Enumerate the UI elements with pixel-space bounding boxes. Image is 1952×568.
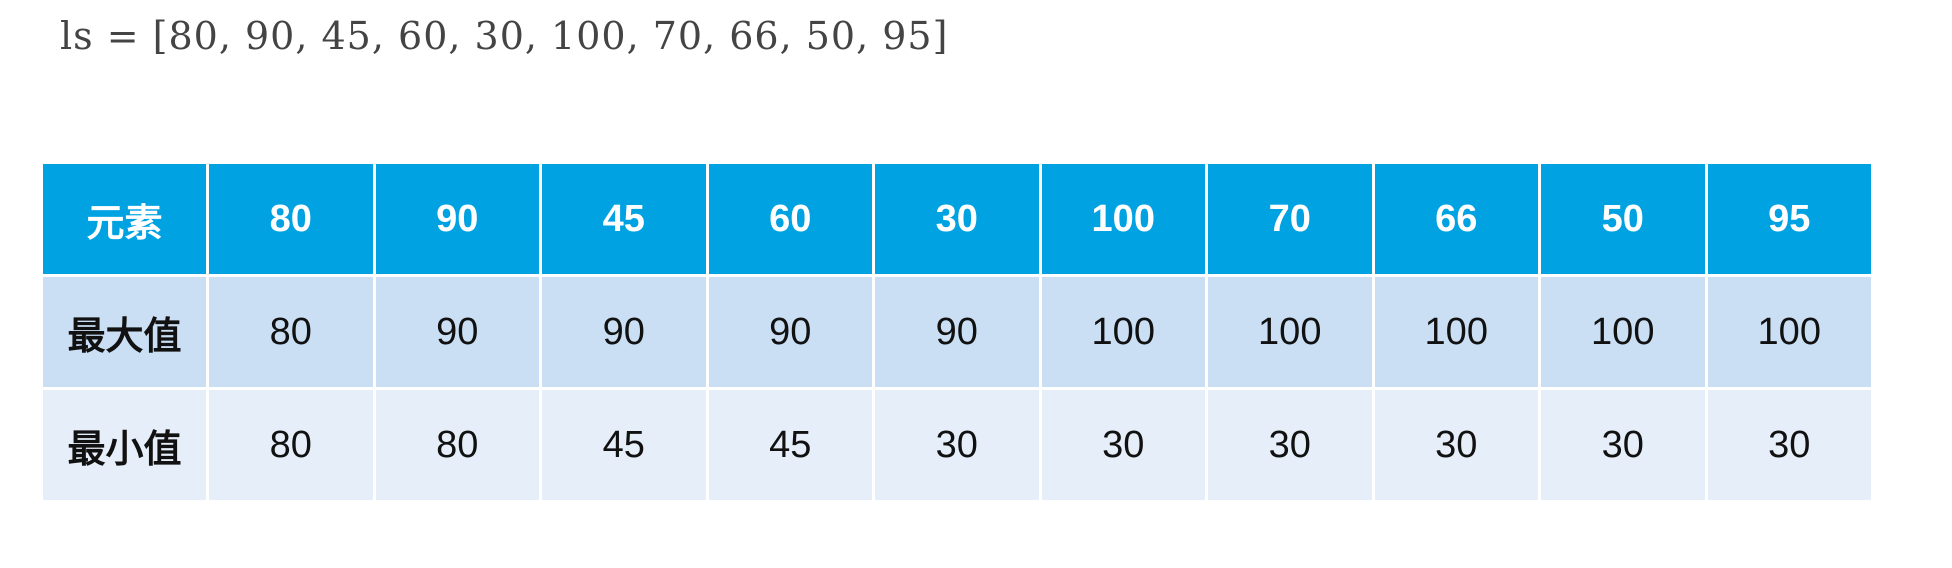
table-cell: 90: [375, 277, 539, 387]
table-cell: 80: [209, 164, 373, 274]
table-cell: 95: [1707, 164, 1871, 274]
table-row-min: 最小值 80 80 45 45 30 30 30 30 30 30: [43, 390, 1871, 500]
table-cell: 100: [1041, 277, 1205, 387]
row-header-min: 最小值: [43, 390, 206, 500]
table-cell: 30: [875, 164, 1039, 274]
table-cell: 70: [1208, 164, 1372, 274]
table-cell: 30: [1374, 390, 1538, 500]
table-cell: 90: [375, 164, 539, 274]
table-cell: 45: [708, 390, 872, 500]
table-row-elements: 元素 80 90 45 60 30 100 70 66 50 95: [43, 164, 1871, 274]
table-cell: 100: [1208, 277, 1372, 387]
table-cell: 100: [1041, 164, 1205, 274]
table-cell: 90: [875, 277, 1039, 387]
table-cell: 30: [875, 390, 1039, 500]
table-cell: 50: [1541, 164, 1705, 274]
table-cell: 66: [1374, 164, 1538, 274]
table-cell: 80: [209, 277, 373, 387]
table-cell: 60: [708, 164, 872, 274]
table-cell: 90: [542, 277, 706, 387]
table-cell: 100: [1374, 277, 1538, 387]
table-cell: 30: [1541, 390, 1705, 500]
table-cell: 45: [542, 164, 706, 274]
table-cell: 100: [1707, 277, 1871, 387]
table-cell: 30: [1707, 390, 1871, 500]
min-max-table-container: 元素 80 90 45 60 30 100 70 66 50 95 最大值 80…: [43, 164, 1871, 500]
code-line: ls = [80, 90, 45, 60, 30, 100, 70, 66, 5…: [60, 14, 949, 58]
table-cell: 30: [1208, 390, 1372, 500]
table-row-max: 最大值 80 90 90 90 90 100 100 100 100 100: [43, 277, 1871, 387]
table-cell: 45: [542, 390, 706, 500]
table-cell: 80: [375, 390, 539, 500]
table-cell: 100: [1541, 277, 1705, 387]
row-header-max: 最大值: [43, 277, 206, 387]
table-cell: 90: [708, 277, 872, 387]
table-cell: 80: [209, 390, 373, 500]
table-cell: 30: [1041, 390, 1205, 500]
row-header-elements: 元素: [43, 164, 206, 274]
min-max-table: 元素 80 90 45 60 30 100 70 66 50 95 最大值 80…: [40, 161, 1874, 503]
